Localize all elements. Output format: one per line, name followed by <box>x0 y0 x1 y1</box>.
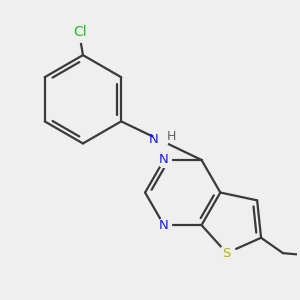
Text: N: N <box>148 134 158 146</box>
Text: S: S <box>223 247 231 260</box>
Text: Cl: Cl <box>73 25 86 39</box>
Text: N: N <box>159 219 169 232</box>
Text: H: H <box>167 130 176 143</box>
Text: N: N <box>159 153 169 167</box>
